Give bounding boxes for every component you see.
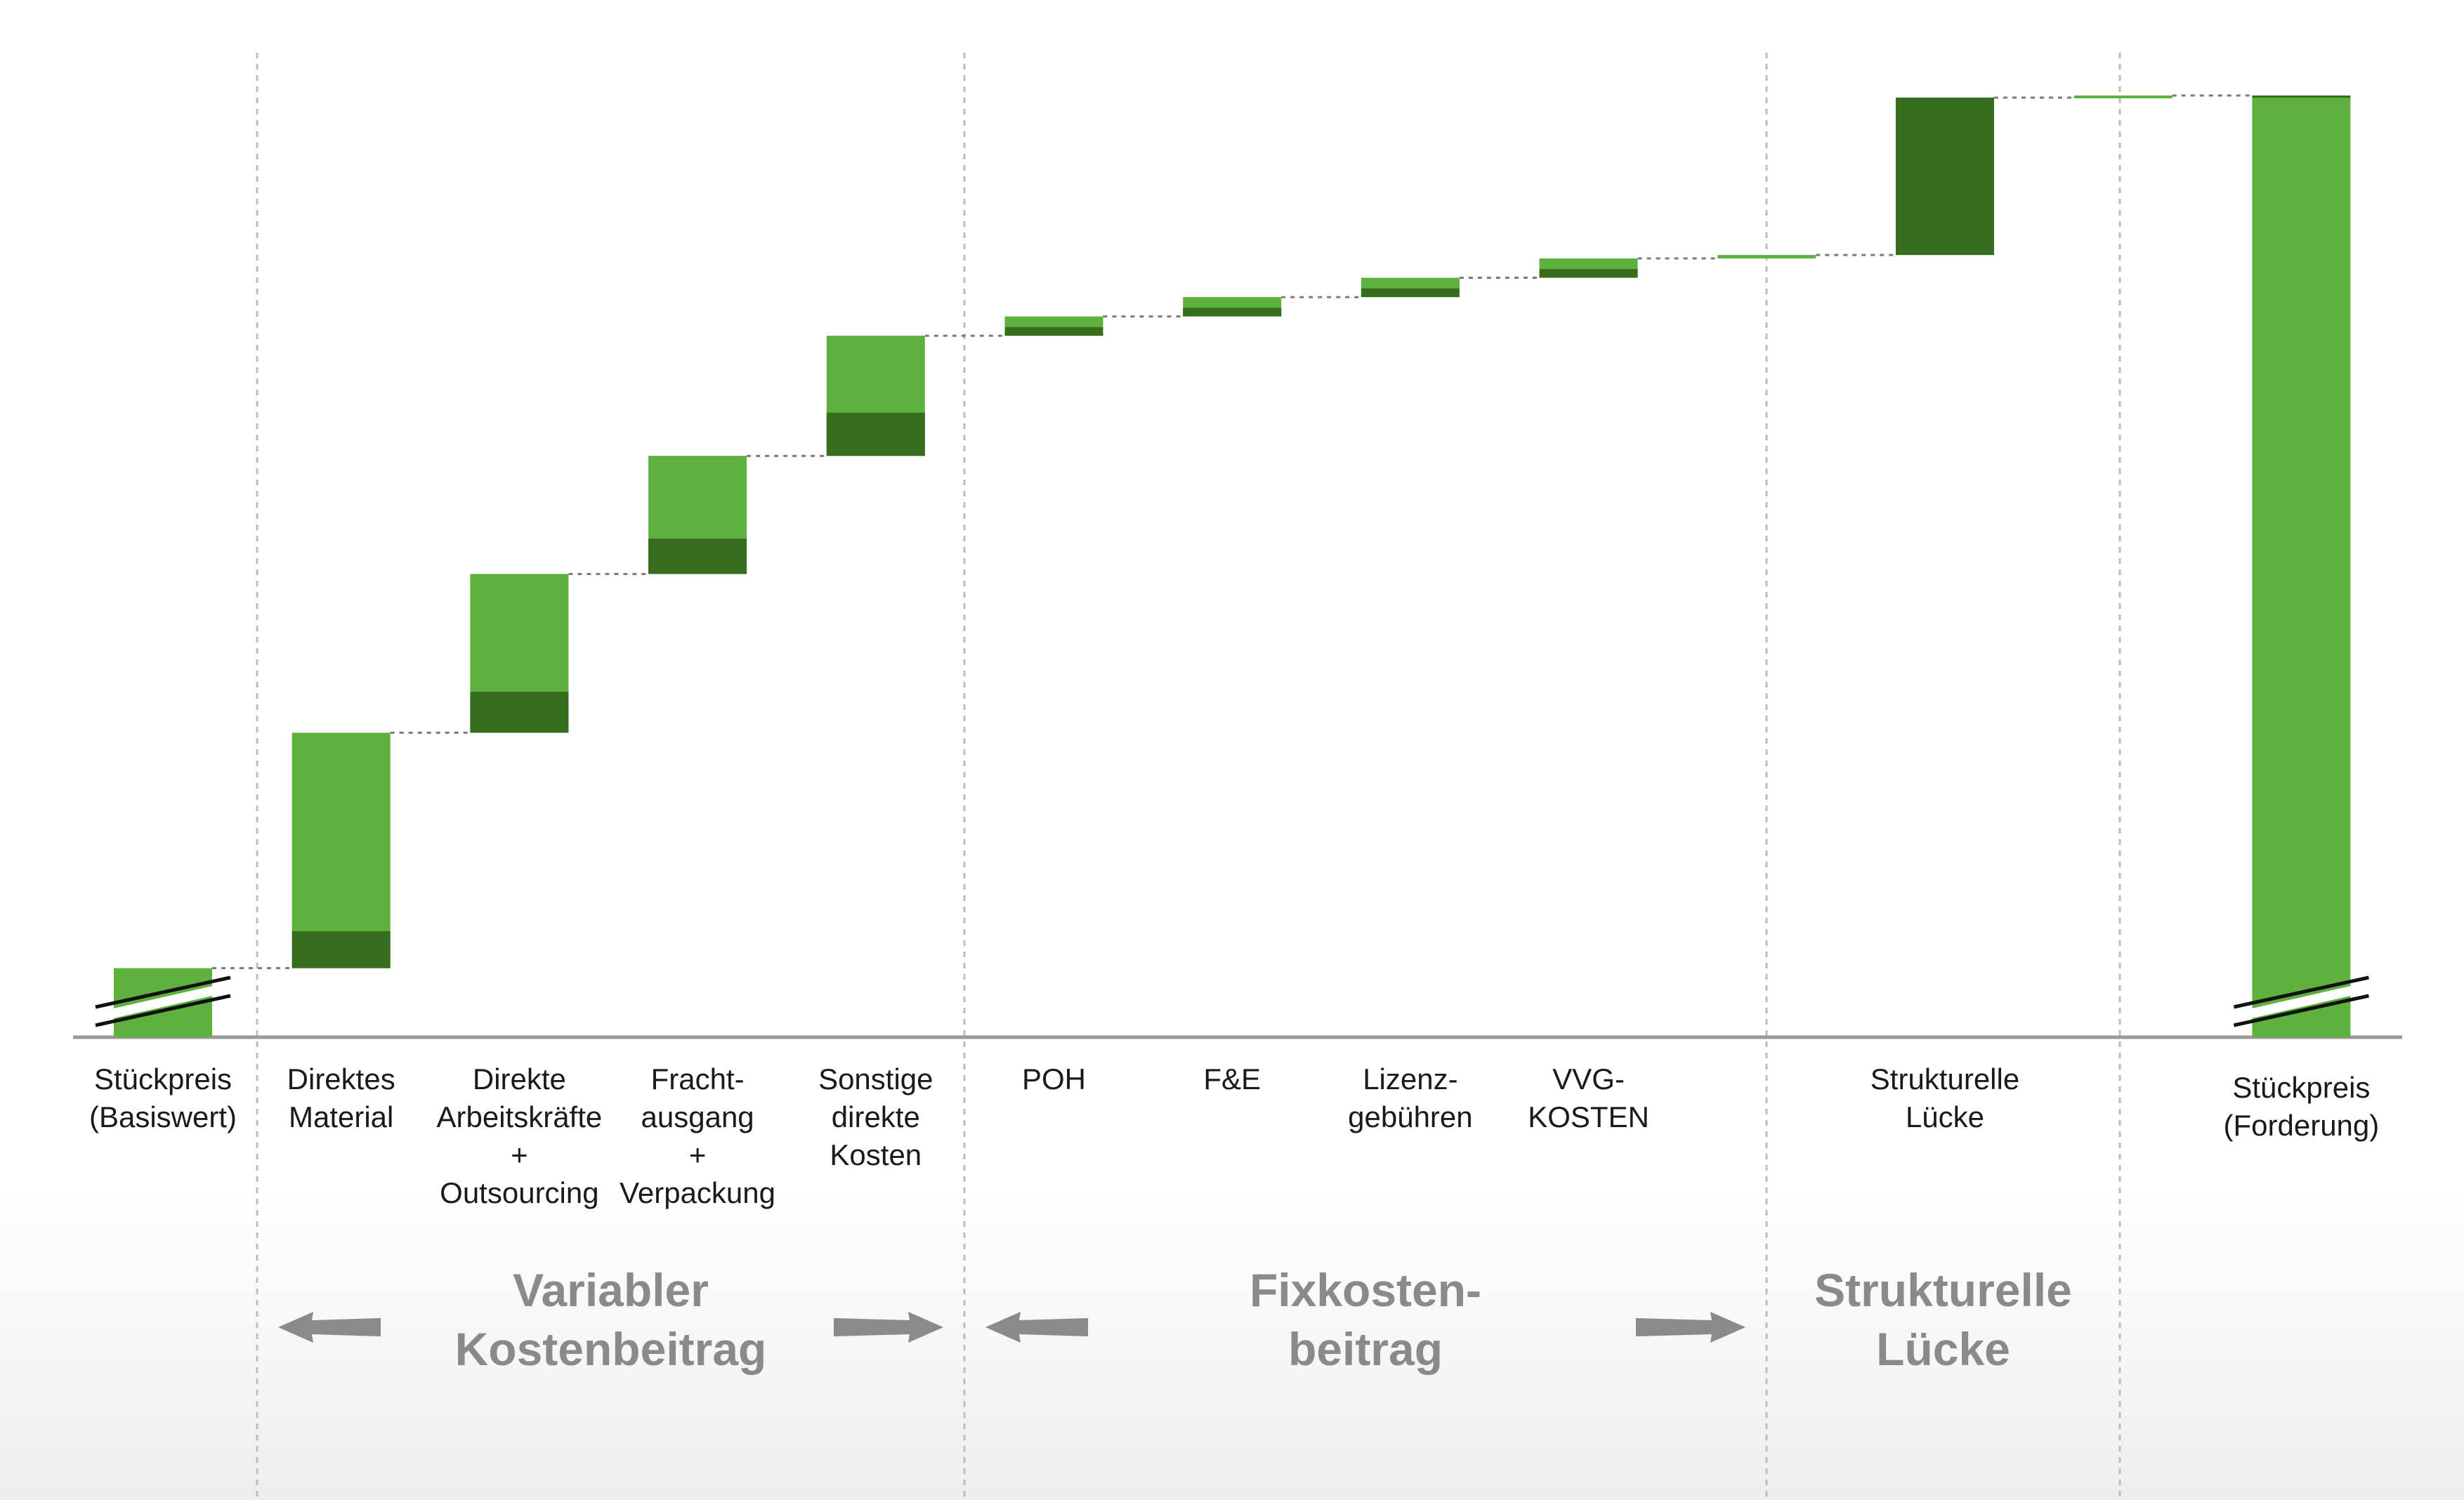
category-label: POH: [1021, 1062, 1086, 1096]
bar-segment-light: [291, 732, 391, 968]
axis-break-icon: [2233, 975, 2369, 1027]
bar-segment-dark: [470, 692, 569, 733]
bar-2: [470, 574, 569, 733]
category-label: F&E: [1203, 1062, 1262, 1096]
bar-1: [291, 732, 391, 968]
bar-segment-dark: [1896, 97, 1994, 256]
bar-segment-dark: [291, 931, 391, 968]
bar-segment-dark: [1539, 269, 1638, 278]
arrow-left-icon: [985, 1312, 1088, 1343]
category-label: Sonstige direkte Kosten: [818, 1062, 933, 1171]
bar-segment-light: [2252, 96, 2351, 1037]
bar-7: [1361, 277, 1460, 298]
bar-segment-dark: [826, 412, 925, 456]
category-label: Stückpreis (Forderung): [2223, 1071, 2380, 1142]
bar-0: [95, 968, 231, 1037]
bar-11: [2073, 96, 2173, 98]
bar-segment-dark: [1361, 288, 1460, 298]
bar-10: [1896, 97, 1994, 256]
category-label: VVG- KOSTEN: [1528, 1062, 1649, 1133]
bar-segment-dark: [1004, 327, 1103, 336]
axis-break-icon: [95, 975, 231, 1027]
bar-5: [1004, 316, 1103, 336]
bar-8: [1539, 258, 1638, 278]
bar-3: [648, 456, 747, 574]
bar-6: [1183, 297, 1282, 317]
bar-top-edge: [2252, 96, 2351, 98]
category-label: Fracht- ausgang + Verpackung: [620, 1062, 776, 1209]
category-label: Direkte Arbeitskräfte + Outsourcing: [436, 1062, 603, 1209]
arrow-left-icon: [278, 1312, 381, 1343]
group-label: Variabler Kostenbeitrag: [454, 1264, 767, 1375]
category-label: Strukturelle Lücke: [1870, 1062, 2020, 1133]
group-label: Strukturelle Lücke: [1814, 1264, 2072, 1375]
category-label: Direktes Material: [287, 1062, 395, 1133]
bar-4: [826, 336, 925, 456]
bar-segment-dark: [1183, 308, 1282, 317]
arrow-right-icon: [1636, 1312, 1745, 1343]
bar-segment-light: [2073, 96, 2173, 98]
arrow-right-icon: [834, 1312, 943, 1343]
group-label: Fixkosten- beitrag: [1249, 1264, 1482, 1375]
category-label: Lizenz- gebühren: [1348, 1062, 1473, 1133]
category-label: Stückpreis (Basiswert): [89, 1062, 237, 1133]
bar-segment-dark: [648, 538, 747, 574]
bar-12: [2233, 96, 2369, 1037]
bar-segment-light: [1717, 255, 1816, 259]
bar-9: [1717, 255, 1816, 259]
